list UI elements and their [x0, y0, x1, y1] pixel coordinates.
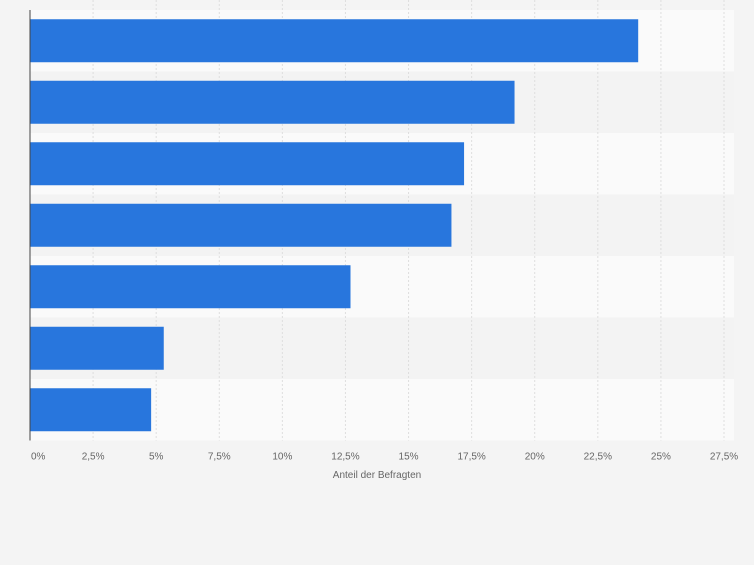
- x-tick-label: 7,5%: [208, 452, 231, 463]
- x-tick-label: 27,5%: [710, 452, 738, 463]
- x-axis-title: Anteil der Befragten: [333, 470, 421, 481]
- x-tick-label: 17,5%: [457, 452, 485, 463]
- bar[interactable]: [30, 265, 351, 309]
- bar[interactable]: [30, 203, 452, 247]
- x-tick-label: 25%: [651, 452, 671, 463]
- x-tick-label: 5%: [149, 452, 164, 463]
- x-tick-label: 15%: [399, 452, 419, 463]
- x-tick-label: 12,5%: [331, 452, 359, 463]
- x-tick-label: 22,5%: [584, 452, 612, 463]
- bars: [30, 19, 639, 432]
- x-tick-label: 2,5%: [82, 452, 105, 463]
- bar[interactable]: [30, 388, 152, 432]
- x-tick-labels: 0% 2,5% 5% 7,5% 10% 12,5% 15% 17,5% 20% 22,5% 25% 2…: [31, 452, 738, 463]
- bar[interactable]: [30, 326, 164, 370]
- bar[interactable]: [30, 80, 515, 124]
- x-tick-label: 0%: [31, 452, 46, 463]
- x-tick-label: 10%: [272, 452, 292, 463]
- x-tick-label: 20%: [525, 452, 545, 463]
- bar[interactable]: [30, 142, 465, 186]
- bar[interactable]: [30, 19, 639, 63]
